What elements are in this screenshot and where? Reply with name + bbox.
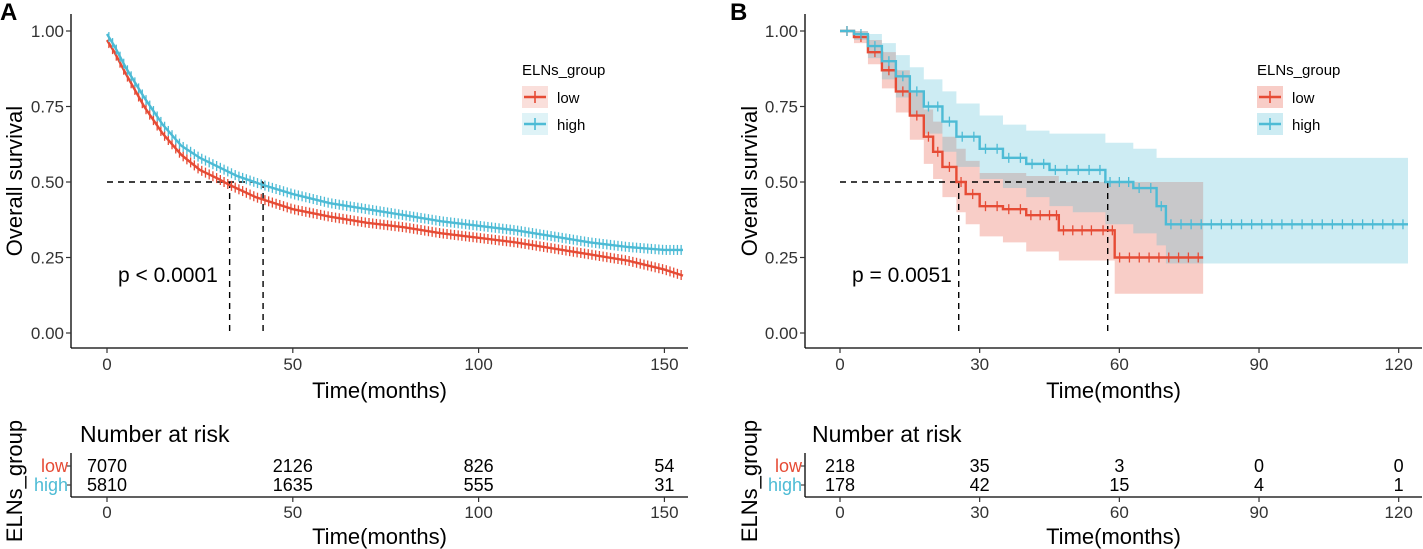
y-axis-title: Overall survival xyxy=(2,106,27,256)
panel-label: A xyxy=(0,0,17,26)
risk-y-axis-title: ELNs_group xyxy=(737,420,762,542)
risk-count: 4 xyxy=(1254,475,1264,495)
legend-item-low: low xyxy=(522,86,580,108)
x-tick-label: 90 xyxy=(1250,355,1269,374)
risk-x-tick-label: 0 xyxy=(102,503,111,522)
x-tick-label: 50 xyxy=(283,355,302,374)
panel-b: B0.000.250.500.751.000 30 60 90 120Time(mont… xyxy=(730,0,1422,549)
risk-table-title: Number at risk xyxy=(80,421,230,447)
legend-title: ELNs_group xyxy=(522,62,605,79)
risk-x-tick-label: 0 xyxy=(835,503,844,522)
x-axis-title: Time(months) xyxy=(1046,378,1181,403)
y-tick-label: 0.50 xyxy=(31,173,64,192)
risk-table: Number at risk low 7070 2126 826 54 high 5810 16… xyxy=(2,420,688,549)
legend-label: low xyxy=(557,90,580,107)
p-value-text: p = 0.0051 xyxy=(852,264,952,287)
p-value-text: p < 0.0001 xyxy=(118,264,218,287)
risk-x-tick-label: 90 xyxy=(1250,503,1269,522)
panel-a: A 0.00 0.25 0.50 0.75 1.00 0 50 100 150 Time(month… xyxy=(0,0,688,549)
risk-x-tick-label: 30 xyxy=(970,503,989,522)
y-tick-label: 0.25 xyxy=(31,249,64,268)
x-tick-label: 120 xyxy=(1385,355,1413,374)
risk-count: 1635 xyxy=(273,475,313,495)
risk-count: 35 xyxy=(970,456,990,476)
risk-row-label-high: high xyxy=(768,475,802,495)
survival-curve-high xyxy=(840,29,1408,226)
x-tick-label: 0 xyxy=(835,355,844,374)
legend-label: low xyxy=(1292,90,1315,107)
risk-row-label-high: high xyxy=(34,475,68,495)
legend-item-high: high xyxy=(522,113,585,135)
y-tick-label: 0.75 xyxy=(31,98,64,117)
risk-x-tick-label: 50 xyxy=(283,503,302,522)
y-tick-label: 1.00 xyxy=(765,22,798,41)
x-tick-label: 100 xyxy=(464,355,492,374)
censor-marks-high xyxy=(846,26,1404,230)
censor-marks-low xyxy=(108,38,682,281)
legend-label: high xyxy=(557,117,585,134)
risk-count: 15 xyxy=(1109,475,1129,495)
risk-count: 218 xyxy=(825,456,855,476)
risk-count: 1 xyxy=(1394,475,1404,495)
risk-x-tick-label: 60 xyxy=(1110,503,1129,522)
risk-x-tick-label: 100 xyxy=(464,503,492,522)
panel-label: B xyxy=(730,0,747,26)
survival-curve-low xyxy=(840,29,1204,259)
x-axis-title: Time(months) xyxy=(312,378,447,403)
risk-x-axis-title: Time(months) xyxy=(312,524,447,549)
y-tick-label: 1.00 xyxy=(31,22,64,41)
risk-count: 42 xyxy=(970,475,990,495)
risk-x-tick-label: 150 xyxy=(650,503,678,522)
y-tick-label: 0.00 xyxy=(31,324,64,343)
risk-count: 5810 xyxy=(87,475,127,495)
y-axis-title: Overall survival xyxy=(737,106,762,256)
x-tick-label: 0 xyxy=(102,355,111,374)
censor-marks-high xyxy=(108,32,682,255)
risk-count: 7070 xyxy=(87,456,127,476)
legend-label: high xyxy=(1292,117,1320,134)
risk-count: 3 xyxy=(1114,456,1124,476)
risk-x-axis-title: Time(months) xyxy=(1046,524,1181,549)
legend-item-low: low xyxy=(1257,86,1315,108)
risk-table-title: Number at risk xyxy=(812,421,962,447)
risk-count: 826 xyxy=(464,456,494,476)
risk-count: 178 xyxy=(825,475,855,495)
risk-x-tick-label: 120 xyxy=(1385,503,1413,522)
risk-count: 0 xyxy=(1394,456,1404,476)
y-tick-label: 0.00 xyxy=(765,324,798,343)
risk-y-axis-title: ELNs_group xyxy=(2,420,27,542)
y-tick-label: 0.25 xyxy=(765,249,798,268)
risk-count: 31 xyxy=(654,475,674,495)
ci-band-high xyxy=(840,31,1408,264)
risk-count: 0 xyxy=(1254,456,1264,476)
risk-count: 54 xyxy=(654,456,674,476)
x-tick-label: 60 xyxy=(1110,355,1129,374)
risk-row-label-low: low xyxy=(41,456,69,476)
risk-row-label-low: low xyxy=(775,456,803,476)
risk-count: 2126 xyxy=(273,456,313,476)
legend-title: ELNs_group xyxy=(1257,62,1340,79)
x-tick-label: 150 xyxy=(650,355,678,374)
y-tick-label: 0.75 xyxy=(765,98,798,117)
y-tick-label: 0.50 xyxy=(765,173,798,192)
risk-count: 555 xyxy=(464,475,494,495)
x-tick-label: 30 xyxy=(970,355,989,374)
legend-item-high: high xyxy=(1257,113,1320,135)
